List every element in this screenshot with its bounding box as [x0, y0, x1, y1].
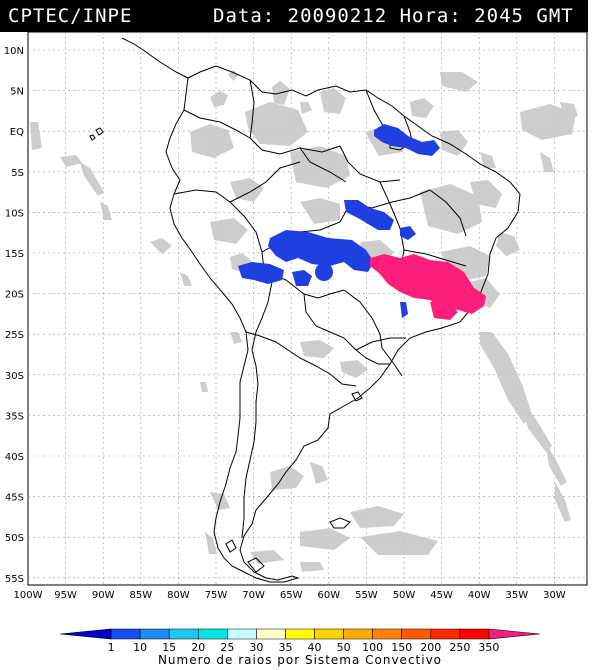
lightning-low-density	[238, 124, 440, 318]
latitude-label: 5S	[11, 168, 24, 179]
longitude-label: 65W	[280, 590, 303, 600]
latitude-label: EQ	[10, 127, 24, 138]
colorbar-box	[59, 628, 112, 640]
colorbar-box	[343, 628, 373, 640]
map-frame	[27, 32, 588, 586]
longitude-label: 60W	[317, 590, 340, 600]
colorbar-tick-label: 10	[133, 641, 147, 653]
title-bar: CPTEC/INPE Data: 20090212 Hora: 2045 GMT	[0, 0, 588, 32]
colorbar-box	[488, 628, 541, 640]
latitude-label: 20S	[5, 290, 24, 301]
latitude-label: 15S	[5, 249, 24, 260]
colorbar-box	[256, 628, 286, 640]
colorbar-tick-label: 15	[162, 641, 176, 653]
latitude-label: 55S	[5, 574, 24, 585]
colorbar-tick-label: 30	[249, 641, 263, 653]
colorbar-box	[314, 628, 344, 640]
latitude-label: 40S	[5, 452, 24, 463]
colorbar-box	[139, 628, 170, 640]
longitude-labels: 100W 95W 90W 85W 80W 75W 70W 65W 60W 55W 50W 45W 40W…	[14, 590, 566, 600]
colorbar: 1 10 15 20 25 30 35 40 50 100 150 200 250 350	[59, 628, 541, 653]
longitude-label: 80W	[167, 590, 190, 600]
longitude-label: 30W	[543, 590, 566, 600]
latitude-label: 10N	[4, 46, 24, 57]
colorbar-tick-label: 25	[220, 641, 234, 653]
colorbar-caption: Numero de raios por Sistema Convectivo	[157, 653, 443, 667]
colorbar-box	[401, 628, 432, 640]
colorbar-box	[227, 628, 257, 640]
latitude-label: 35S	[5, 411, 24, 422]
date-time-label: Data: 20090212 Hora: 2045 GMT	[213, 5, 574, 27]
lightning-map: 10N5NEQ5S10S15S20S25S30S35S40S45S50S55S …	[4, 32, 588, 600]
latitude-label: 30S	[5, 371, 24, 382]
latitude-labels: 10N 5N EQ 5S 10S 15S 20S 25S 30S 35S 40S 45S 50S 55S	[4, 46, 24, 585]
longitude-label: 95W	[54, 590, 77, 600]
source-label: CPTEC/INPE	[8, 5, 133, 27]
longitude-label: 100W	[14, 590, 43, 600]
colorbar-tick-label: 1	[108, 641, 115, 653]
colorbar-box	[372, 628, 403, 640]
colorbar-tick-label: 150	[391, 641, 412, 653]
latitude-label: 25S	[5, 330, 24, 341]
colorbar-tick-label: 200	[420, 641, 441, 653]
lightning-high-density	[370, 254, 486, 320]
longitude-label: 50W	[393, 590, 416, 600]
colorbar-tick-label: 40	[308, 641, 322, 653]
latitude-label: 5N	[10, 87, 24, 98]
colorbar-box	[197, 628, 228, 640]
colorbar-box	[430, 628, 461, 640]
latitude-label: 10S	[5, 208, 24, 219]
colorbar-tick-label: 50	[337, 641, 351, 653]
colorbar-tick-label: 350	[478, 641, 499, 653]
latitude-label: 50S	[5, 533, 24, 544]
longitude-label: 85W	[129, 590, 152, 600]
colorbar-tick-label: 250	[449, 641, 470, 653]
longitude-label: 55W	[355, 590, 378, 600]
longitude-label: 40W	[468, 590, 491, 600]
colorbar-box	[285, 628, 315, 640]
colorbar-ticks: 1 10 15 20 25 30 35 40 50 100 150 200 250 350	[108, 641, 500, 653]
longitude-label: 35W	[505, 590, 528, 600]
latitude-label: 45S	[5, 493, 24, 504]
longitude-label: 75W	[205, 590, 228, 600]
colorbar-boxes	[59, 628, 541, 640]
longitude-label: 90W	[92, 590, 115, 600]
colorbar-tick-label: 35	[278, 641, 292, 653]
colorbar-box	[110, 628, 141, 640]
longitude-label: 45W	[430, 590, 453, 600]
colorbar-tick-label: 20	[191, 641, 205, 653]
colorbar-tick-label: 100	[362, 641, 383, 653]
colorbar-box	[459, 628, 490, 640]
colorbar-box	[168, 628, 199, 640]
longitude-label: 70W	[242, 590, 265, 600]
